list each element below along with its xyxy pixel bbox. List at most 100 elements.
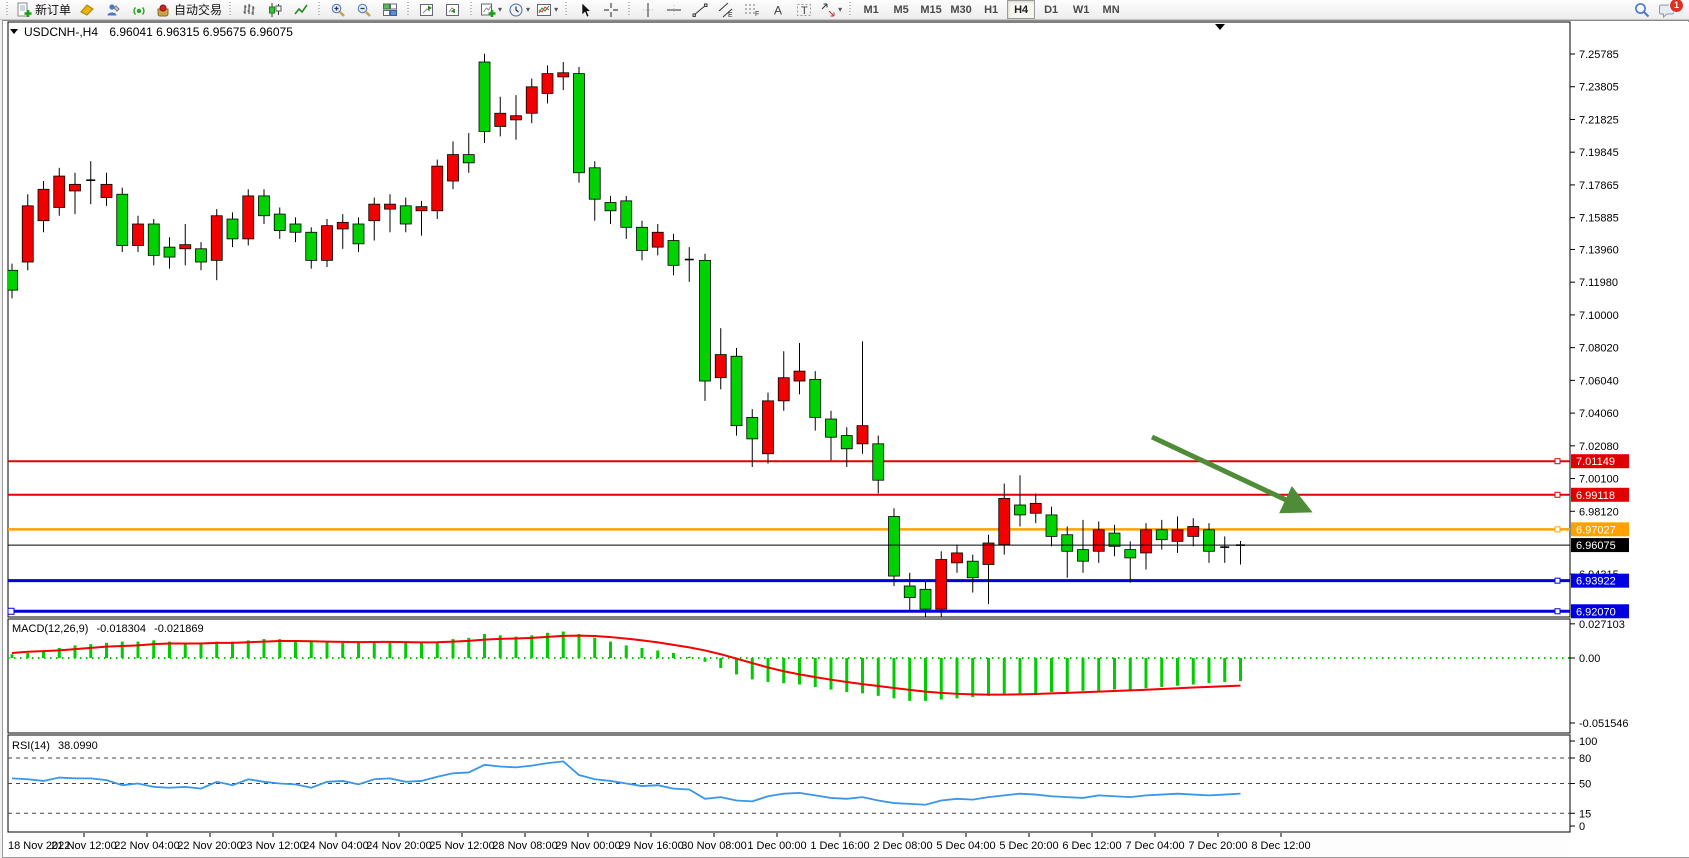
new-chart-button[interactable]: ▾ [477, 0, 505, 20]
candle [982, 542, 995, 565]
equidistant-channel-button[interactable]: E [713, 0, 739, 20]
signals-button[interactable] [126, 0, 152, 20]
macd-histogram-bar [26, 652, 30, 658]
trend-arrow-annotation[interactable] [1150, 434, 1313, 514]
candle [636, 226, 648, 251]
trendline-button[interactable] [687, 0, 713, 20]
chart-shift-marker-icon[interactable] [1215, 24, 1225, 30]
candlestick-chart-button[interactable] [262, 0, 288, 20]
bar-chart-button[interactable] [236, 0, 262, 20]
candlestick-chart-icon [267, 2, 283, 18]
price-tag-7.01149 [1571, 454, 1629, 469]
candle [384, 203, 396, 210]
toolbar-group-handle[interactable] [406, 2, 412, 17]
macd-histogram-bar [1065, 658, 1069, 693]
timeframe-h4[interactable]: H4 [1007, 0, 1036, 19]
cursor-arrow-button[interactable] [572, 0, 598, 20]
candle [1077, 549, 1089, 562]
price-axis-label: 7.23805 [1579, 82, 1619, 94]
candle [132, 223, 144, 246]
timeframe-w1[interactable]: W1 [1072, 3, 1090, 16]
profile-button[interactable] [100, 0, 126, 20]
macd-histogram-bar [136, 641, 140, 658]
price-tag-label: 6.97027 [1576, 524, 1616, 536]
candle [242, 195, 255, 240]
timeframe-mn[interactable]: MN [1102, 3, 1120, 16]
timeframe-d1[interactable]: D1 [1044, 3, 1059, 16]
time-axis-label: 28 Nov 08:00 [492, 840, 557, 852]
chevron-down-icon[interactable]: ▾ [838, 5, 843, 14]
line-chart-button[interactable] [288, 0, 314, 20]
candle [510, 115, 522, 121]
search-icon [1633, 1, 1651, 19]
zoom-out-button[interactable] [351, 0, 377, 20]
vertical-line-button[interactable] [635, 0, 661, 20]
fibonacci-button[interactable]: F [739, 0, 765, 20]
horizontal-line-button[interactable] [661, 0, 687, 20]
time-axis-label: 2 Dec 08:00 [873, 840, 932, 852]
cascade-charts-button[interactable] [440, 0, 466, 20]
chart-canvas[interactable]: 7.25785 7.23805 7.21825 7.19845 7.17865 7.158… [3, 21, 1689, 857]
timeframe-m30[interactable]: M30 [950, 3, 972, 16]
text-button[interactable]: A [765, 0, 791, 20]
text-icon: A [770, 2, 786, 18]
text-label-button[interactable]: T [791, 0, 817, 20]
arrange-charts-button[interactable] [414, 0, 440, 20]
macd-histogram-bar [372, 641, 376, 658]
macd-scale-label: 0.027103 [1579, 619, 1625, 631]
toolbar-group-handle[interactable] [228, 2, 234, 17]
svg-text:F: F [755, 11, 759, 18]
candle [667, 240, 680, 266]
auto-trading-button[interactable]: 自动交易 [152, 0, 225, 20]
candle [1155, 529, 1168, 541]
macd-histogram-bar [908, 658, 912, 701]
search-button[interactable] [1629, 0, 1655, 20]
chevron-down-icon[interactable]: ▾ [526, 5, 531, 14]
price-axis-label: 7.13960 [1579, 244, 1619, 256]
macd-histogram-bar [924, 658, 927, 701]
new-order-button[interactable]: 新订单 [13, 0, 74, 20]
collapse-triangle-icon[interactable] [10, 29, 18, 34]
toolbar-group-handle[interactable] [848, 2, 854, 17]
time-axis-label: 21 Nov 12:00 [51, 840, 116, 852]
rsi-layer [8, 757, 1570, 814]
price-tag-label: 6.96075 [1576, 540, 1616, 552]
price-axis-label: 6.98120 [1579, 506, 1619, 518]
toolbar-group-handle[interactable] [5, 2, 10, 17]
candle [1124, 549, 1137, 559]
period-button[interactable]: ▾ [505, 0, 533, 20]
candle [699, 259, 711, 382]
time-axis-strip [8, 833, 1570, 857]
notifications-button[interactable]: 1 [1655, 0, 1684, 20]
styler-button[interactable] [74, 0, 100, 20]
timeframe-m1[interactable]: M1 [863, 3, 879, 16]
macd-histogram-bar [278, 639, 282, 658]
equidistant-channel-icon: E [718, 2, 734, 18]
chevron-down-icon[interactable]: ▾ [554, 5, 559, 14]
macd-histogram-bar [1128, 658, 1132, 690]
toolbar-group-handle[interactable] [317, 2, 323, 17]
candle [53, 175, 66, 208]
crosshair-button[interactable] [598, 0, 624, 20]
chevron-down-icon[interactable]: ▾ [498, 5, 503, 14]
tile-windows-button[interactable] [377, 0, 403, 20]
candle [478, 61, 491, 132]
timeframe-m5[interactable]: M5 [893, 3, 909, 16]
macd-histogram-bar [640, 647, 644, 658]
fibonacci-icon: F [744, 2, 760, 18]
candle [919, 588, 932, 610]
toolbar-group-handle[interactable] [564, 2, 570, 17]
macd-histogram-bar [1113, 658, 1116, 690]
toolbar-group-handle[interactable] [627, 2, 633, 17]
macd-histogram-bar [309, 641, 313, 658]
candle [730, 355, 743, 427]
candle [620, 200, 633, 228]
template-button[interactable]: ▾ [533, 0, 561, 20]
line-chart-icon [293, 2, 309, 18]
arrows-button[interactable]: ▾ [817, 0, 845, 20]
timeframe-m15[interactable]: M15 [920, 3, 942, 16]
timeframe-h1[interactable]: H1 [984, 3, 999, 16]
toolbar-group-handle[interactable] [469, 2, 475, 17]
zoom-in-button[interactable] [325, 0, 351, 20]
price-axis-label: 7.08020 [1579, 343, 1619, 355]
